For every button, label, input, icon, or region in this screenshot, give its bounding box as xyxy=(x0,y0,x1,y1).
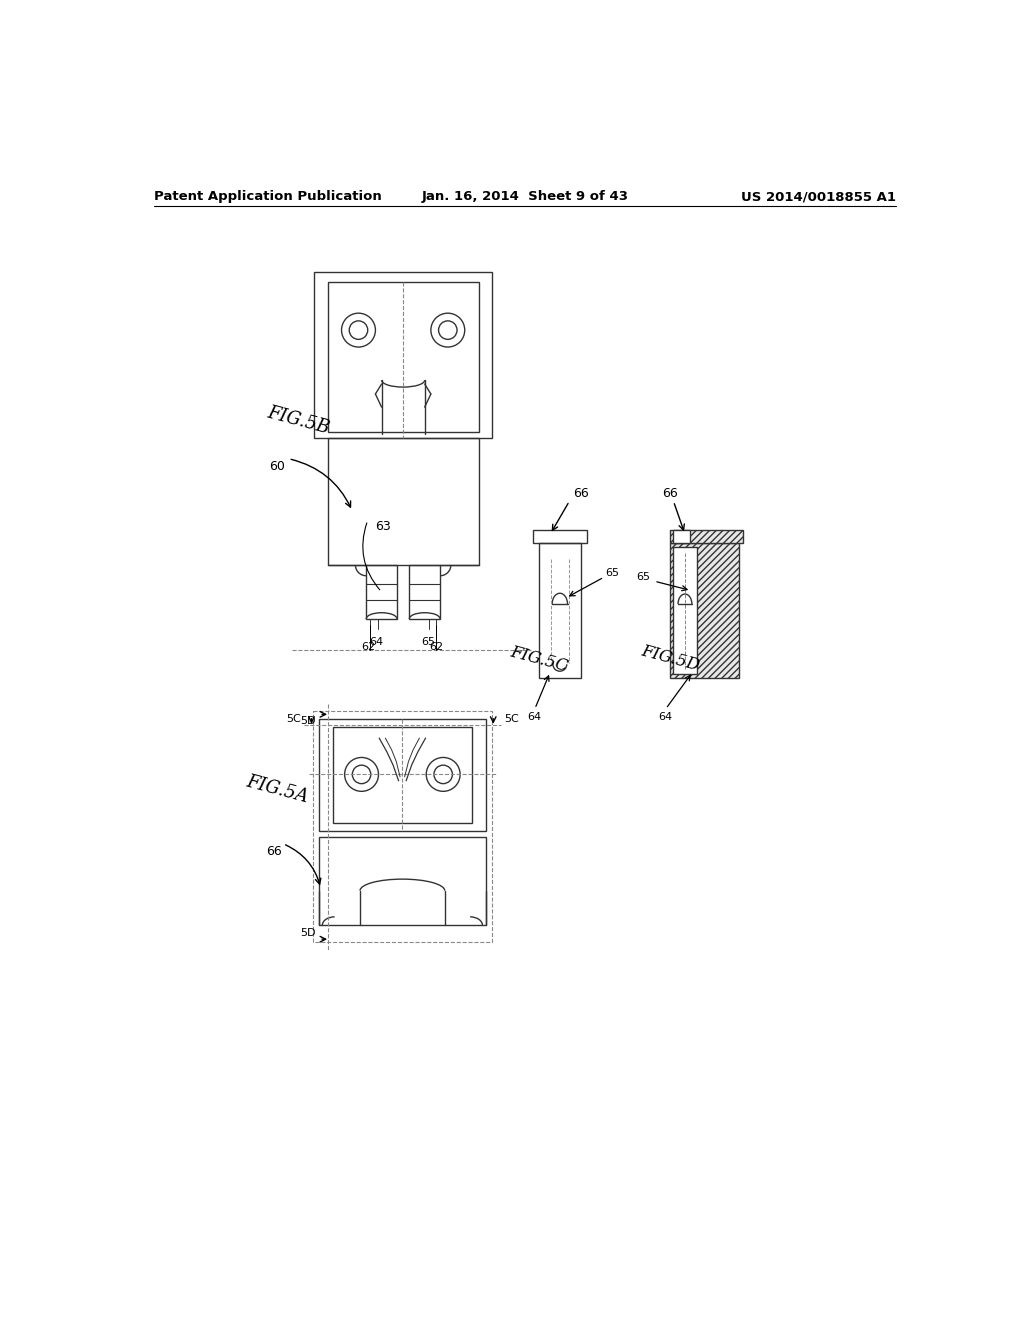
Bar xyxy=(313,711,492,942)
Text: 5C: 5C xyxy=(504,714,519,723)
Text: 5C: 5C xyxy=(286,714,301,723)
Text: 5D: 5D xyxy=(301,928,316,939)
Text: 5D: 5D xyxy=(301,715,316,726)
Text: 64: 64 xyxy=(369,638,383,647)
Text: FIG.5A: FIG.5A xyxy=(245,774,310,807)
Text: 66: 66 xyxy=(573,487,589,500)
Bar xyxy=(328,438,478,565)
Bar xyxy=(333,726,472,822)
Text: 62: 62 xyxy=(361,642,376,652)
Text: Jan. 16, 2014  Sheet 9 of 43: Jan. 16, 2014 Sheet 9 of 43 xyxy=(421,190,629,203)
Text: FIG.5B: FIG.5B xyxy=(265,403,332,437)
Text: Patent Application Publication: Patent Application Publication xyxy=(154,190,381,203)
Text: 65: 65 xyxy=(636,572,650,582)
Bar xyxy=(313,272,493,438)
Bar xyxy=(674,548,696,675)
Text: 63: 63 xyxy=(376,520,391,533)
Bar xyxy=(319,837,485,925)
Bar xyxy=(532,529,587,544)
Text: 66: 66 xyxy=(266,845,282,858)
Bar xyxy=(367,565,397,619)
Text: FIG.5D: FIG.5D xyxy=(639,643,701,675)
Text: FIG.5C: FIG.5C xyxy=(508,643,569,675)
Bar xyxy=(410,565,440,619)
Text: 65: 65 xyxy=(605,568,620,578)
Text: 66: 66 xyxy=(662,487,678,500)
Text: US 2014/0018855 A1: US 2014/0018855 A1 xyxy=(741,190,896,203)
Text: 62: 62 xyxy=(429,642,443,652)
Text: 65: 65 xyxy=(422,638,435,647)
Text: 64: 64 xyxy=(658,711,673,722)
Bar xyxy=(539,544,581,678)
Text: 60: 60 xyxy=(269,459,285,473)
Bar xyxy=(328,281,478,432)
Text: 64: 64 xyxy=(527,711,542,722)
Bar xyxy=(670,544,739,678)
Bar xyxy=(674,529,690,544)
Bar xyxy=(319,719,485,830)
Bar xyxy=(670,529,742,544)
